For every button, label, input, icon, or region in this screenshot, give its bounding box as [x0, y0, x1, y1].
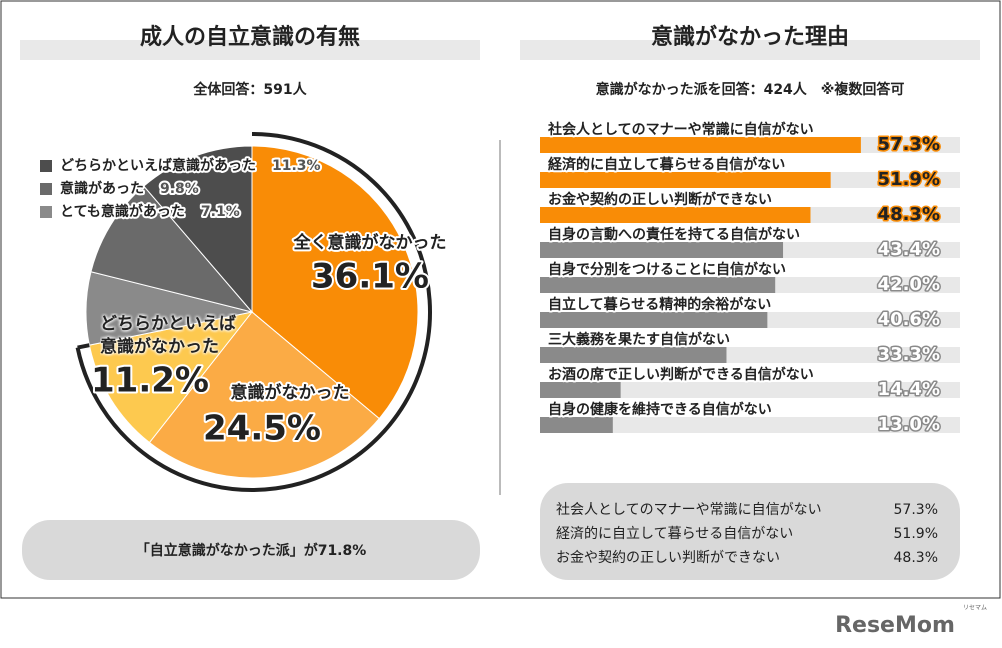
bar	[540, 382, 621, 398]
slice-label: 意識がなかった	[231, 382, 350, 403]
pie-slice	[88, 311, 254, 444]
summary-box	[540, 483, 960, 580]
value-label: 40.6%	[878, 309, 940, 330]
title-band	[20, 40, 480, 60]
value-label: 48.3%	[878, 204, 940, 225]
bar-label: お酒の席で正しい判断ができる自信がない	[548, 366, 814, 383]
chart-title: 意識がなかった理由	[651, 24, 849, 50]
legend-value: 11.3%	[272, 158, 321, 174]
slice-value: 24.5%	[203, 409, 321, 449]
bar-label: 三大義務を果たす自信がない	[548, 331, 730, 348]
value-label: 51.9%	[878, 169, 940, 190]
group-arc-end	[77, 343, 90, 350]
value-label: 33.3%	[878, 344, 940, 365]
legend-value: 9.8%	[160, 181, 199, 197]
bar-label: 自身の言動への責任を持てる自信がない	[548, 226, 800, 243]
slice-label: どちらかといえば意識がなかった	[100, 314, 236, 357]
value-label: 14.4%	[878, 379, 940, 400]
bar-label: 自立して暮らせる精神的余裕がない	[548, 296, 771, 313]
bar-track	[540, 382, 960, 398]
value-label: 42.0%	[878, 274, 940, 295]
legend-label: 意識があった	[60, 180, 144, 197]
title-band	[520, 40, 980, 60]
summary-value: 48.3%	[894, 550, 938, 566]
pie-slice	[143, 145, 253, 314]
logo: ReseMom	[835, 613, 955, 638]
pie-slice	[148, 311, 380, 479]
annotation: 「自立意識がなかった派」が71.8%	[136, 542, 367, 559]
slice-label: 全く意識がなかった	[293, 232, 447, 253]
legend-swatch	[40, 160, 52, 172]
bar-track	[540, 417, 960, 433]
bar	[540, 312, 768, 328]
summary-label: 経済的に自立して暮らせる自信がない	[556, 526, 793, 542]
legend-swatch	[40, 206, 52, 218]
bar-label: 自身で分別をつけることに自信がない	[548, 261, 786, 278]
group-arc	[75, 132, 432, 492]
legend-value: 7.1%	[201, 204, 240, 220]
summary-value: 51.9%	[894, 526, 938, 542]
pie-slice	[90, 185, 254, 313]
legend-label: とても意識があった	[60, 203, 185, 220]
summary-box	[22, 520, 480, 580]
slice-label-wrap: どちらかといえば意識がなかった	[100, 314, 236, 357]
bar	[540, 137, 861, 153]
legend-swatch	[40, 183, 52, 195]
subtitle: 意識がなかった派を回答：424人 ※複数回答可	[596, 81, 905, 98]
bar	[540, 277, 776, 293]
bar	[540, 347, 727, 363]
legend-label: どちらかといえば意識があった	[60, 157, 256, 174]
chart-title: 成人の自立意識の有無	[140, 24, 360, 50]
bar-label: お金や契約の正しい判断ができない	[548, 191, 772, 208]
subtitle: 全体回答：591人	[192, 81, 307, 98]
slice-value: 11.2%	[91, 361, 209, 401]
summary-label: 社会人としてのマナーや常識に自信がない	[556, 502, 822, 518]
pie-slice	[251, 145, 419, 420]
summary-label: お金や契約の正しい判断ができない	[556, 550, 780, 566]
value-label: 13.0%	[878, 414, 940, 435]
slice-value: 36.1%	[311, 257, 429, 297]
frame	[0, 0, 1001, 599]
bar-label: 経済的に自立して暮らせる自信がない	[548, 156, 785, 173]
bar	[540, 207, 811, 223]
logo-reading: リセマム	[963, 605, 987, 612]
value-label: 57.3%	[878, 134, 940, 155]
summary-value: 57.3%	[894, 502, 938, 518]
bar	[540, 417, 613, 433]
bar-label: 自身の健康を維持できる自信がない	[548, 401, 772, 418]
bar-label: 社会人としてのマナーや常識に自信がない	[547, 121, 814, 138]
bar	[540, 242, 784, 258]
bar	[540, 172, 831, 188]
value-label: 43.4%	[878, 239, 940, 260]
